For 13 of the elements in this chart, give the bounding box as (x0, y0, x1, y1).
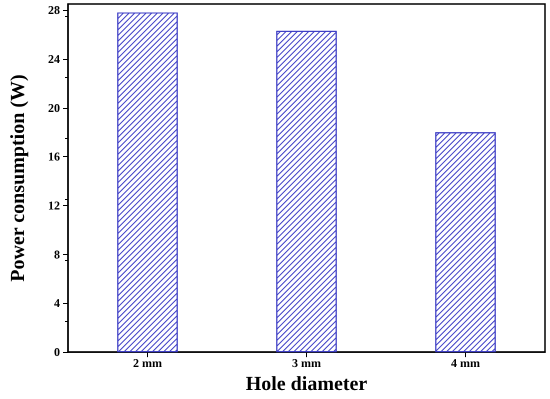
y-tick-label: 28 (48, 3, 60, 18)
y-tick-label: 16 (48, 150, 60, 164)
y-tick-label: 4 (54, 296, 60, 310)
y-tick-label: 20 (48, 100, 60, 115)
y-tick-label: 12 (48, 198, 60, 213)
y-tick-label: 24 (48, 52, 60, 66)
x-tick-label: 2 mm (133, 356, 162, 370)
y-tick-label: 0 (54, 345, 60, 360)
y-tick-label: 8 (54, 247, 60, 262)
x-tick-label: 3 mm (292, 356, 321, 370)
x-axis-title: Hole diameter (246, 373, 368, 395)
y-axis-title: Power consumption (W) (7, 74, 29, 282)
x-tick-label: 4 mm (451, 356, 480, 370)
